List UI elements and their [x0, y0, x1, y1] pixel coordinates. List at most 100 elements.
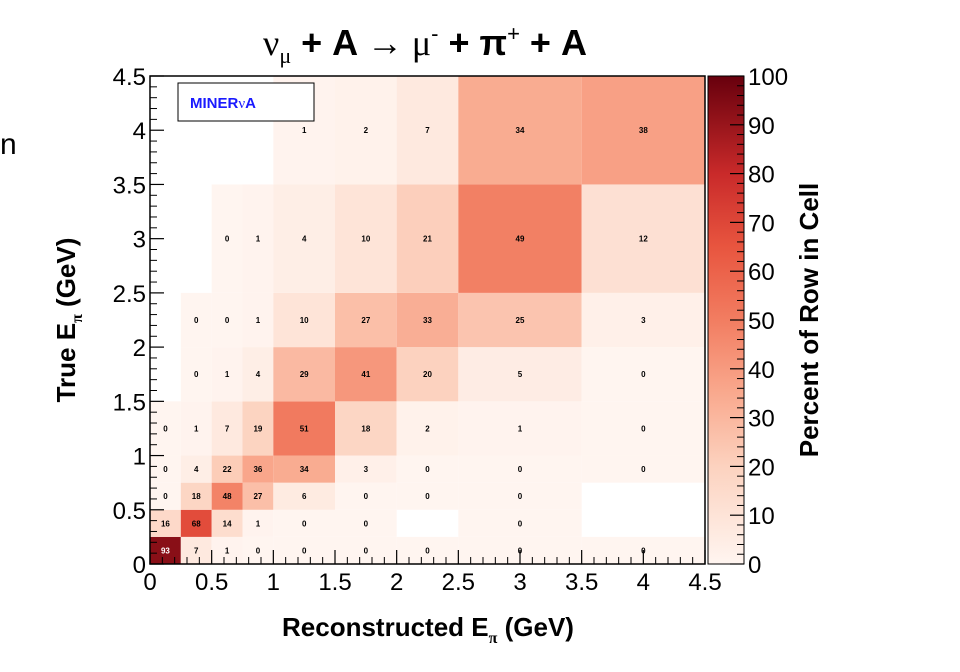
heatmap-cells	[150, 76, 705, 564]
heatmap-cell	[211, 509, 243, 537]
heatmap-cell	[242, 509, 274, 537]
title-pi-sup: +	[507, 21, 520, 46]
cell-value: 0	[518, 519, 523, 528]
heatmap-cell	[335, 482, 397, 510]
y-tick-label: 4	[133, 118, 146, 145]
title-plus-pi: + π	[438, 22, 507, 63]
heatmap-cell	[242, 536, 274, 564]
cell-value: 7	[194, 546, 199, 555]
heatmap-cell	[180, 509, 212, 537]
cell-value: 68	[192, 519, 201, 528]
z-tick-label: 20	[748, 454, 775, 481]
heatmap-cell	[396, 184, 459, 293]
heatmap-cell	[335, 509, 397, 537]
heatmap-cell	[242, 184, 274, 293]
heatmap-cell	[211, 401, 243, 456]
cell-value: 41	[361, 370, 370, 379]
cell-value: 0	[225, 316, 230, 325]
heatmap-cell	[273, 184, 335, 293]
cell-value: 0	[641, 370, 646, 379]
title-tail: + A	[520, 22, 587, 63]
cell-value: 29	[300, 370, 309, 379]
color-scale-label: Percent of Row in Cell	[794, 183, 824, 458]
y-tick-label: 2	[133, 335, 146, 362]
heatmap-cell	[396, 536, 459, 564]
cell-value: 0	[641, 465, 646, 474]
cell-value: 34	[516, 126, 525, 135]
page-text-fragment: n	[0, 128, 17, 161]
cell-value: 2	[425, 424, 430, 433]
color-scale-ticks: 0 10 20 30 40 50 60 70 80 90 100	[730, 64, 788, 579]
cell-value: 38	[639, 126, 648, 135]
cell-value: 20	[423, 370, 432, 379]
x-tick-label: 4.5	[688, 569, 721, 596]
cell-value: 16	[161, 519, 170, 528]
z-tick-label: 40	[748, 357, 775, 384]
heatmap-cell	[180, 482, 212, 510]
y-tick-label: 1	[133, 444, 146, 471]
heatmap-cell	[242, 455, 274, 483]
x-tick-label: 0.5	[195, 569, 228, 596]
title-nu: ν	[263, 23, 279, 63]
heatmap-cell	[211, 536, 243, 564]
x-tick-label: 2	[390, 569, 403, 596]
x-axis-label: Reconstructed Eπ (GeV)	[282, 612, 574, 647]
plot-frame	[149, 75, 706, 565]
heatmap-cell	[150, 401, 181, 456]
z-tick-label: 90	[748, 113, 775, 140]
heatmap-cell	[581, 184, 705, 293]
heatmap-cell	[273, 536, 335, 564]
heatmap-cell	[273, 509, 335, 537]
heatmap-cell	[458, 401, 582, 456]
heatmap-cell	[458, 347, 582, 402]
cell-value: 0	[364, 492, 369, 501]
cell-value: 48	[223, 492, 232, 501]
z-tick-label: 80	[748, 162, 775, 189]
cell-value: 19	[253, 424, 262, 433]
heatmap-cell	[242, 401, 274, 456]
heatmap-cell	[458, 292, 582, 348]
heatmap-cell	[150, 536, 181, 564]
cell-value: 0	[425, 492, 430, 501]
heatmap-cell	[335, 536, 397, 564]
heatmap-cell	[211, 292, 243, 348]
cell-value: 0	[641, 424, 646, 433]
heatmap-cell	[458, 509, 582, 537]
cell-value: 1	[256, 316, 261, 325]
x-tick-label: 2.5	[442, 569, 475, 596]
cell-value: 3	[364, 465, 369, 474]
cell-value: 0	[425, 465, 430, 474]
cell-value: 27	[253, 492, 262, 501]
z-tick-label: 100	[748, 64, 788, 91]
heatmap-cell	[581, 292, 705, 348]
title-nu-sub: μ	[279, 43, 291, 68]
cell-value: 7	[225, 424, 230, 433]
cell-value: 0	[163, 492, 168, 501]
cell-value: 22	[223, 465, 232, 474]
axis-ticks: 0 0.5 1 1.5 2 2.5 3 3.5 4 4.5 0 0.5 1 1.5 2 2.5 3 3.5 4 4.5	[113, 64, 722, 596]
x-tick-label: 3	[513, 569, 526, 596]
heatmap-cell	[211, 482, 243, 510]
cell-value: 1	[225, 546, 230, 555]
heatmap-cell	[335, 184, 397, 293]
cell-value: 0	[425, 546, 430, 555]
cell-value: 4	[194, 465, 199, 474]
heatmap-cell	[211, 184, 243, 293]
cell-value: 33	[423, 316, 432, 325]
heatmap-cell	[242, 482, 274, 510]
heatmap-cell	[335, 455, 397, 483]
cell-value: 36	[253, 465, 262, 474]
heatmap-cell	[150, 509, 181, 537]
cell-value: 10	[300, 316, 309, 325]
cell-value: 1	[518, 424, 523, 433]
x-tick-label: 0	[143, 569, 156, 596]
y-tick-label: 2.5	[113, 281, 146, 308]
cell-value: 0	[194, 316, 199, 325]
heatmap-cell	[180, 347, 212, 402]
cell-value: 34	[300, 465, 309, 474]
label-box	[177, 82, 315, 122]
heatmap-cell	[273, 401, 335, 456]
cell-value: 4	[256, 370, 261, 379]
heatmap-cell	[180, 455, 212, 483]
